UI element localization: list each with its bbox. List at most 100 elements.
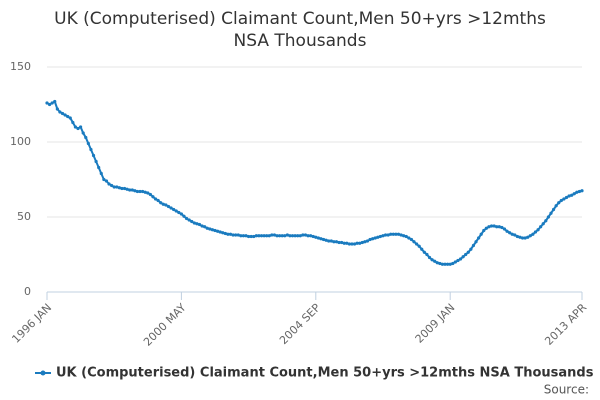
data-point xyxy=(440,262,445,266)
data-point xyxy=(161,202,165,206)
legend-label: UK (Computerised) Claimant Count,Men 50+… xyxy=(56,366,594,381)
data-point xyxy=(296,234,300,238)
data-point xyxy=(430,258,434,262)
data-point xyxy=(337,240,341,245)
data-point xyxy=(226,232,230,236)
data-point xyxy=(345,241,349,245)
data-point xyxy=(301,233,305,237)
data-point xyxy=(334,240,339,244)
data-point xyxy=(347,242,351,246)
data-point xyxy=(438,261,442,266)
data-point xyxy=(572,192,576,196)
data-point xyxy=(192,221,196,225)
data-point xyxy=(47,102,52,107)
data-point xyxy=(218,230,222,234)
data-point xyxy=(197,222,202,227)
data-point xyxy=(102,177,106,182)
data-point xyxy=(520,236,525,240)
data-point xyxy=(306,234,310,238)
data-point xyxy=(417,244,421,248)
data-point xyxy=(275,234,279,238)
data-point xyxy=(407,236,411,240)
data-point xyxy=(314,235,318,239)
data-point xyxy=(528,234,532,238)
data-point xyxy=(272,233,277,237)
data-point xyxy=(508,231,512,235)
data-point xyxy=(316,236,320,240)
data-point xyxy=(122,186,127,191)
data-point xyxy=(365,239,370,243)
data-point xyxy=(373,236,377,240)
data-point xyxy=(104,179,109,183)
data-point xyxy=(177,210,181,215)
data-point xyxy=(128,188,132,192)
data-point xyxy=(86,141,90,146)
data-point xyxy=(208,227,212,231)
data-point xyxy=(329,239,333,243)
data-point xyxy=(484,226,488,230)
y-tick-label: 100 xyxy=(10,135,31,148)
data-point xyxy=(252,234,256,239)
data-point xyxy=(500,225,504,230)
data-point xyxy=(567,194,571,198)
data-point xyxy=(352,242,357,246)
data-point xyxy=(559,198,563,203)
data-point xyxy=(451,261,455,266)
data-point xyxy=(303,233,308,237)
series-line xyxy=(46,100,583,266)
data-point xyxy=(549,211,553,215)
data-point xyxy=(89,147,93,152)
x-tick-label: 2013 APR xyxy=(542,301,589,348)
data-point xyxy=(130,188,134,192)
data-point xyxy=(293,234,297,238)
data-point xyxy=(526,235,530,239)
data-point xyxy=(533,230,538,234)
data-point xyxy=(409,237,414,242)
data-point xyxy=(332,240,336,244)
data-point xyxy=(350,242,354,246)
data-point xyxy=(446,262,450,266)
data-point xyxy=(298,234,302,238)
data-point xyxy=(190,219,194,224)
data-point xyxy=(546,215,551,219)
data-point xyxy=(169,206,173,210)
data-point xyxy=(551,207,556,212)
data-point xyxy=(265,234,269,238)
data-point xyxy=(58,110,62,114)
data-point xyxy=(187,218,191,222)
legend-marker xyxy=(40,370,46,376)
data-point xyxy=(146,191,150,195)
data-point xyxy=(164,203,168,207)
data-point xyxy=(71,120,75,125)
data-point xyxy=(577,189,582,194)
data-point xyxy=(386,233,390,237)
data-point xyxy=(117,186,121,190)
data-point xyxy=(474,240,478,244)
data-point xyxy=(270,233,274,237)
data-point xyxy=(97,165,101,170)
data-point xyxy=(73,125,78,129)
chart-title: UK (Computerised) Claimant Count,Men 50+… xyxy=(54,9,546,51)
data-point xyxy=(412,240,416,244)
data-point xyxy=(324,238,328,242)
data-point xyxy=(195,222,199,226)
data-point xyxy=(358,241,362,245)
data-point xyxy=(399,233,403,237)
data-point xyxy=(355,241,359,245)
data-point xyxy=(554,204,558,208)
data-point xyxy=(518,235,522,239)
data-point xyxy=(464,252,468,257)
data-point xyxy=(564,195,569,200)
data-point xyxy=(531,232,535,236)
data-point xyxy=(249,234,253,239)
data-point xyxy=(378,234,383,239)
data-point xyxy=(246,234,251,239)
data-point xyxy=(309,234,313,238)
data-point xyxy=(115,185,119,189)
data-point xyxy=(159,201,163,205)
data-point xyxy=(125,187,129,191)
data-point xyxy=(497,225,501,229)
data-point xyxy=(394,232,398,236)
data-point xyxy=(427,255,432,260)
